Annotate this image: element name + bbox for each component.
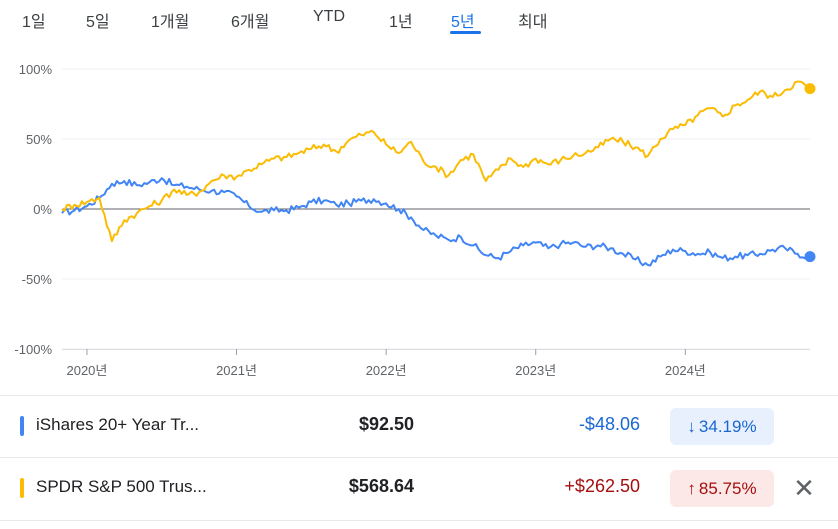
close-icon[interactable]: ✕	[793, 473, 815, 503]
holding-price: $568.64	[348, 476, 414, 496]
x-tick-label: 2022년	[366, 363, 407, 378]
series-color-swatch	[20, 478, 24, 498]
holding-name: iShares 20+ Year Tr...	[36, 415, 200, 434]
y-tick-label: 100%	[19, 62, 53, 77]
arrow-down-icon: ↓	[687, 416, 696, 436]
series-end-marker-ishares	[804, 251, 816, 263]
series-line-ishares	[61, 177, 811, 267]
tab-ytd[interactable]: YTD	[313, 8, 345, 25]
holding-percent-badge: ↓ 34.19%	[670, 408, 774, 445]
x-tick-label: 2024년	[665, 363, 706, 378]
y-tick-label: -100%	[14, 342, 52, 357]
y-tick-label: 0%	[33, 202, 52, 217]
x-tick-label: 2020년	[66, 363, 107, 378]
holding-name: SPDR S&P 500 Trus...	[36, 477, 207, 496]
tab-5-day[interactable]: 5일	[86, 14, 110, 31]
holding-price: $92.50	[358, 414, 414, 434]
holding-percent: 85.75%	[698, 478, 757, 498]
holding-percent: 34.19%	[698, 416, 757, 436]
y-tick-label: -50%	[22, 272, 53, 287]
y-tick-label: 50%	[26, 132, 52, 147]
active-tab-indicator	[450, 31, 481, 34]
holding-change: +$262.50	[564, 476, 640, 496]
time-range-tabs: 1일 5일 1개월 6개월 YTD 1년 5년 최대	[0, 0, 838, 40]
tab-max[interactable]: 최대	[518, 14, 548, 31]
x-tick-label: 2023년	[515, 363, 556, 378]
series-line-spdr	[61, 80, 811, 243]
holding-change: -$48.06	[578, 414, 640, 434]
holding-row-ishares[interactable]: iShares 20+ Year Tr... $92.50 -$48.06 ↓ …	[0, 395, 838, 458]
tab-1-day[interactable]: 1일	[22, 14, 46, 31]
comparison-chart[interactable]: 100% 50% 0% -50% -100% 2020년 2021년 2022년 2023년 20…	[0, 50, 838, 390]
tab-6-month[interactable]: 6개월	[231, 14, 270, 31]
x-tick-label: 2021년	[216, 363, 257, 378]
tab-5-year[interactable]: 5년	[451, 14, 475, 31]
tab-1-month[interactable]: 1개월	[151, 14, 190, 31]
series-end-marker-spdr	[804, 83, 816, 95]
holding-row-spdr[interactable]: SPDR S&P 500 Trus... $568.64 +$262.50 ↑ …	[0, 457, 838, 521]
tab-1-year[interactable]: 1년	[389, 14, 413, 31]
holding-percent-badge: ↑ 85.75%	[670, 470, 774, 507]
series-color-swatch	[20, 416, 24, 436]
arrow-up-icon: ↑	[687, 478, 696, 498]
